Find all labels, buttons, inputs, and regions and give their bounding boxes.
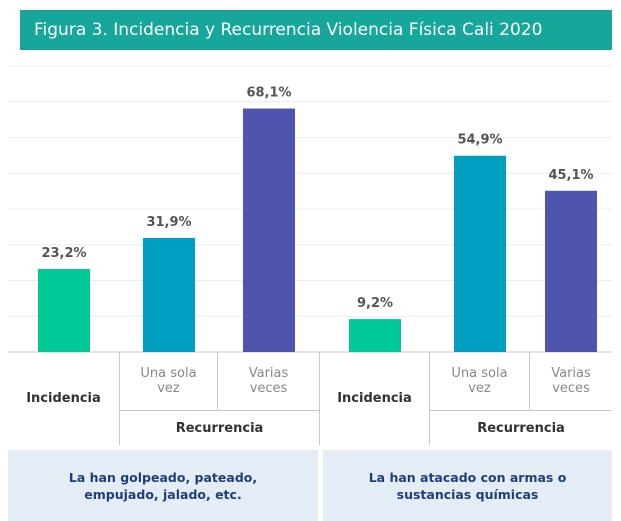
data-label: 54,9% [457,133,502,148]
x-tick-label: Una sola vez [120,352,218,410]
chart-title: Figura 3. Incidencia y Recurrencia Viole… [20,10,612,50]
bar [545,190,597,352]
data-label: 23,2% [41,246,86,261]
x-tick-label: Incidencia [320,352,430,445]
x-tick-label: Incidencia [8,352,120,445]
group-label: La han golpeado, pateado, empujado, jala… [8,450,318,521]
bar [454,155,506,352]
group-label: La han atacado con armas o sustancias qu… [323,450,612,521]
x-tick-label: Varias veces [551,366,591,396]
bar [143,237,195,352]
bar [349,319,401,352]
subgroup-label: Recurrencia [430,410,612,445]
x-tick-label: Varias veces [218,352,320,410]
subgroup-label: Recurrencia [120,410,320,445]
bar [243,108,295,352]
data-label: 68,1% [246,86,291,101]
data-label: 45,1% [548,168,593,183]
data-label: 9,2% [357,296,393,311]
data-label: 31,9% [146,215,191,230]
x-tick-label: Una sola vez [430,352,530,410]
bar [38,269,90,352]
